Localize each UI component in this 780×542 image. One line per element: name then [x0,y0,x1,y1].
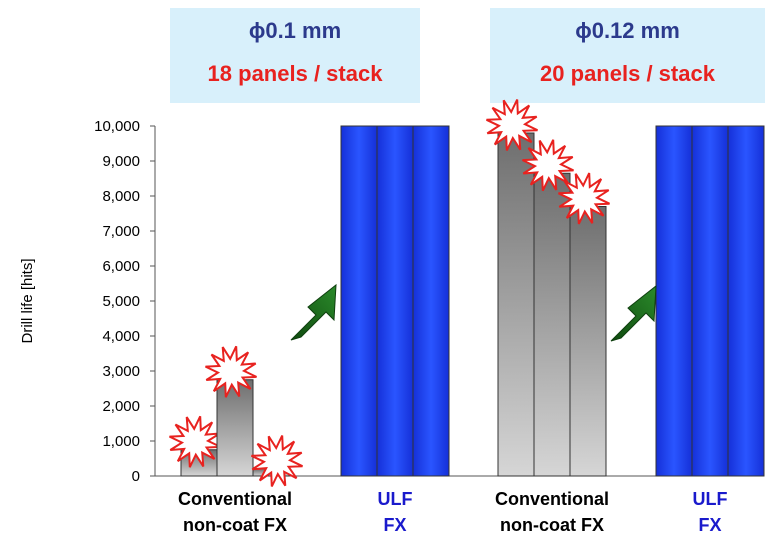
diameter-value: 0.12 mm [591,18,680,43]
panels-per-stack: 20 panels / stack [540,61,715,86]
drill-break-icon [205,345,257,398]
y-tick-label: 0 [132,468,140,485]
y-tick-label: 6,000 [102,258,140,275]
x-category-label-line1: Conventional [495,489,609,509]
drill-break-icon [522,139,574,192]
diameter-value: 0.1 mm [265,18,342,43]
y-tick-label: 2,000 [102,398,140,415]
bar-blue [727,125,765,477]
y-tick-label: 7,000 [102,223,140,240]
x-category-label-line1: ULF [693,489,728,509]
bar-gray [533,172,571,477]
y-tick-label: 8,000 [102,188,140,205]
header-diameter-line: ϕ0.1 mm [170,20,420,43]
bar-gray [497,132,535,477]
bar-gray [569,206,607,477]
y-axis-label: Drill life [hits] [19,258,36,343]
bar-blue [412,125,450,477]
bar-blue [376,125,414,477]
bar-blue [691,125,729,477]
drill-break-icon [558,172,610,225]
y-tick-label: 5,000 [102,293,140,310]
y-tick-label: 10,000 [94,118,140,135]
x-category-label-line1: Conventional [178,489,292,509]
x-category-label-line2: FX [383,515,406,535]
phi-symbol: ϕ [575,18,592,43]
panels-per-stack: 18 panels / stack [207,61,383,86]
y-tick-label: 4,000 [102,328,140,345]
header-diameter-line: ϕ0.12 mm [490,20,765,43]
x-category-label-line2: non-coat FX [183,515,287,535]
bar-blue [340,125,378,477]
drill-break-icon [251,435,303,487]
y-tick-label: 1,000 [102,433,140,450]
x-category-label-line2: non-coat FX [500,515,604,535]
bar-gray [216,379,254,477]
phi-symbol: ϕ [248,18,266,43]
improvement-arrow-icon [290,283,337,341]
drill-break-icon [486,99,538,151]
header-diameter-0.12: ϕ0.12 mm 20 panels / stack [490,8,765,103]
bar-blue [655,125,693,477]
y-tick-label: 9,000 [102,153,140,170]
x-category-label-line1: ULF [378,489,413,509]
header-diameter-0.1: ϕ0.1 mm 18 panels / stack [170,8,420,103]
improvement-arrow-icon [610,284,657,342]
y-tick-label: 3,000 [102,363,140,380]
x-category-label-line2: FX [698,515,721,535]
plot-area: 0 1,000 2,000 3,000 4,000 5,000 6,000 7,000 8,00… [19,99,765,535]
